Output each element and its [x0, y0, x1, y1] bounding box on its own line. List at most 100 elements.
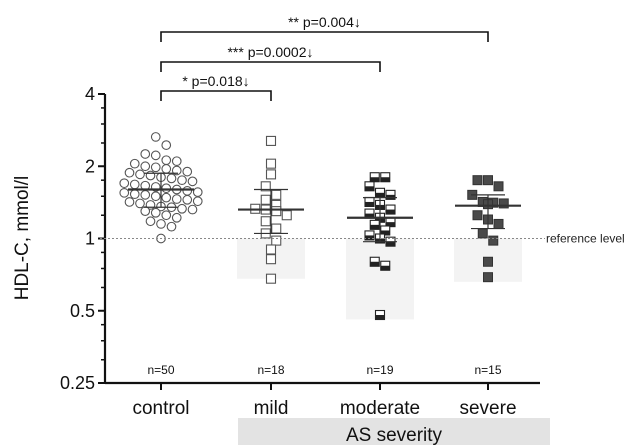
- data-point-control: [192, 187, 203, 197]
- as-severity-band: [238, 418, 550, 445]
- data-point-control: [166, 173, 177, 184]
- data-point-control: [161, 183, 172, 194]
- data-point-moderate-fill: [380, 265, 390, 271]
- data-point-control: [156, 219, 166, 229]
- significance-bracket: [160, 90, 272, 101]
- data-point-mild: [265, 169, 277, 180]
- data-point-mild: [271, 206, 282, 217]
- data-point-mild: [260, 216, 271, 227]
- data-point-moderate-fill: [375, 192, 385, 198]
- data-point-control: [171, 165, 182, 176]
- significance-bracket: [160, 61, 381, 72]
- y-tick-label: 4: [85, 84, 95, 104]
- n-count-label: n=50: [147, 363, 174, 377]
- data-point-control: [150, 191, 161, 202]
- significance-label: ** p=0.004↓: [288, 14, 361, 30]
- data-point-moderate-fill: [380, 230, 390, 235]
- data-point-moderate-fill: [365, 201, 374, 207]
- data-point-mild: [271, 235, 282, 246]
- data-point-control: [166, 221, 177, 232]
- range-shade-moderate: [346, 238, 414, 320]
- data-point-severe: [483, 175, 493, 186]
- data-point-control: [177, 203, 187, 214]
- significance-bracket: [160, 31, 489, 42]
- data-point-control: [171, 156, 182, 167]
- n-count-label: n=18: [257, 363, 284, 377]
- data-point-severe: [498, 198, 509, 209]
- data-point-mild: [260, 181, 271, 192]
- data-point-control: [161, 140, 172, 150]
- data-point-control: [145, 170, 156, 181]
- data-point-mild: [265, 135, 277, 146]
- y-axis-label: HDL-C, mmol/l: [12, 176, 33, 301]
- data-point-control: [161, 192, 172, 203]
- data-point-moderate-fill: [365, 186, 374, 191]
- data-point-control: [140, 206, 151, 217]
- data-point-control: [182, 185, 193, 196]
- n-count-label: n=19: [366, 363, 393, 377]
- x-tick-label: mild: [254, 398, 289, 419]
- data-point-control: [161, 155, 172, 166]
- data-point-moderate-fill: [370, 224, 380, 230]
- data-point-severe: [483, 256, 493, 267]
- data-point-mild: [271, 189, 282, 200]
- data-point-control: [129, 158, 140, 169]
- data-point-control: [140, 149, 151, 159]
- data-point-control: [140, 190, 151, 200]
- data-point-moderate-fill: [386, 209, 395, 215]
- data-point-moderate-fill: [380, 177, 390, 182]
- data-point-mild: [281, 210, 292, 221]
- x-tick-label: moderate: [340, 398, 420, 419]
- data-point-control: [145, 216, 156, 227]
- data-point-severe: [488, 235, 499, 246]
- y-tick-label: 0.5: [70, 301, 95, 321]
- data-point-mild: [271, 223, 282, 234]
- data-point-moderate-fill: [370, 261, 380, 267]
- data-point-mild: [260, 194, 271, 205]
- data-point-moderate-fill: [370, 177, 380, 182]
- y-tick-label: 0.25: [60, 373, 95, 393]
- data-point-control: [192, 196, 203, 207]
- data-point-control: [150, 207, 161, 218]
- x-tick-label: control: [132, 398, 189, 419]
- as-severity-label: AS severity: [346, 425, 443, 445]
- data-point-moderate-fill: [365, 235, 374, 240]
- data-point-control: [140, 161, 151, 172]
- data-point-control: [171, 194, 182, 204]
- data-point-control: [129, 179, 140, 190]
- data-point-control: [119, 178, 130, 189]
- data-point-control: [150, 132, 161, 142]
- data-point-moderate-fill: [375, 315, 385, 320]
- data-point-control: [187, 204, 198, 215]
- data-point-severe: [472, 210, 483, 221]
- data-point-mild: [265, 158, 277, 169]
- data-point-control: [161, 164, 172, 174]
- x-tick-label: severe: [459, 398, 516, 419]
- data-point-control: [187, 176, 198, 187]
- y-tick-label: 2: [85, 156, 95, 176]
- data-point-control: [119, 187, 130, 198]
- data-point-control: [150, 162, 161, 173]
- data-point-control: [124, 197, 135, 207]
- data-point-control: [135, 169, 145, 180]
- data-point-moderate-fill: [386, 222, 395, 227]
- data-point-mild: [265, 254, 277, 265]
- data-point-severe: [472, 175, 483, 186]
- data-point-control: [124, 167, 135, 178]
- data-point-control: [150, 150, 161, 161]
- data-point-control: [182, 194, 193, 205]
- n-count-label: n=15: [474, 363, 501, 377]
- data-point-mild: [265, 244, 277, 255]
- data-point-mild: [265, 273, 277, 284]
- reference-level-label: reference level: [546, 232, 625, 246]
- significance-label: * p=0.018↓: [182, 73, 249, 89]
- data-point-severe: [493, 218, 504, 229]
- y-tick-label: 1: [85, 229, 95, 249]
- data-point-severe: [493, 181, 504, 192]
- data-point-severe: [477, 228, 488, 239]
- data-point-control: [135, 198, 145, 209]
- data-point-control: [161, 210, 172, 221]
- data-point-control: [182, 166, 193, 177]
- data-point-control: [129, 189, 140, 200]
